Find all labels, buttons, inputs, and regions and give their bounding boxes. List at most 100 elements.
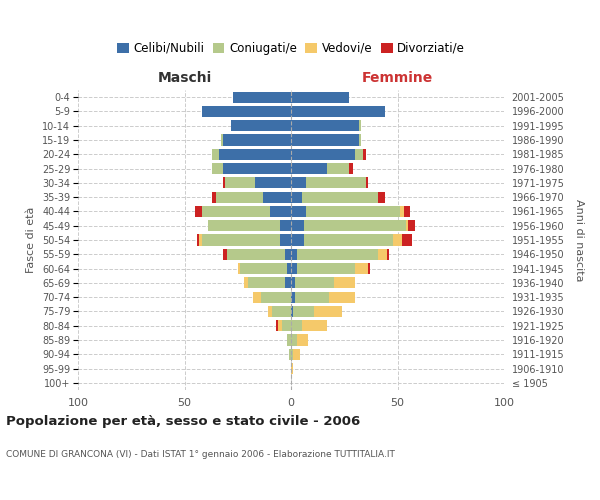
Bar (280, 220, 291, 232)
Bar (278, 320, 283, 332)
Bar (364, 148, 365, 160)
Bar (202, 106, 291, 117)
Bar (400, 206, 404, 217)
Bar (221, 134, 223, 145)
Bar (295, 278, 334, 288)
Bar (248, 278, 284, 288)
Bar (291, 234, 304, 246)
Bar (240, 263, 287, 274)
Bar (289, 348, 291, 360)
Bar (218, 148, 291, 160)
Bar (298, 334, 308, 345)
Bar (223, 248, 227, 260)
Bar (244, 278, 248, 288)
Bar (408, 220, 415, 232)
Bar (268, 306, 272, 317)
Bar (291, 206, 306, 217)
Bar (393, 234, 402, 246)
Bar (291, 192, 302, 202)
Bar (291, 278, 295, 288)
Bar (298, 263, 355, 274)
Bar (212, 148, 218, 160)
Bar (195, 206, 202, 217)
Bar (291, 178, 306, 188)
Bar (270, 206, 291, 217)
Bar (291, 220, 304, 232)
Bar (406, 220, 408, 232)
Bar (291, 106, 385, 117)
Bar (197, 234, 199, 246)
Bar (349, 163, 353, 174)
Bar (306, 178, 365, 188)
Bar (359, 120, 361, 132)
Bar (355, 263, 368, 274)
Bar (272, 306, 291, 317)
Bar (304, 220, 406, 232)
Bar (365, 178, 368, 188)
Text: Maschi: Maschi (157, 71, 212, 85)
Bar (208, 220, 280, 232)
Bar (304, 234, 393, 246)
Bar (287, 334, 291, 345)
Bar (238, 263, 240, 274)
Bar (202, 206, 270, 217)
Bar (298, 248, 379, 260)
Bar (212, 163, 223, 174)
Bar (379, 192, 385, 202)
Bar (329, 292, 355, 302)
Bar (223, 163, 291, 174)
Bar (291, 263, 298, 274)
Text: Femmine: Femmine (362, 71, 433, 85)
Bar (402, 234, 412, 246)
Bar (291, 134, 359, 145)
Bar (291, 292, 295, 302)
Bar (283, 320, 291, 332)
Legend: Celibi/Nubili, Coniugati/e, Vedovi/e, Divorziati/e: Celibi/Nubili, Coniugati/e, Vedovi/e, Di… (117, 42, 465, 55)
Bar (212, 192, 217, 202)
Bar (255, 178, 291, 188)
Bar (302, 320, 327, 332)
Bar (261, 292, 291, 302)
Bar (327, 163, 349, 174)
Bar (404, 206, 410, 217)
Bar (291, 148, 355, 160)
Bar (334, 278, 355, 288)
Text: Popolazione per età, sesso e stato civile - 2006: Popolazione per età, sesso e stato civil… (6, 415, 360, 428)
Bar (387, 248, 389, 260)
Bar (225, 178, 255, 188)
Bar (291, 163, 327, 174)
Bar (223, 134, 291, 145)
Bar (284, 278, 291, 288)
Bar (223, 178, 225, 188)
Bar (355, 148, 364, 160)
Bar (263, 192, 291, 202)
Bar (284, 248, 291, 260)
Bar (291, 334, 298, 345)
Bar (276, 320, 278, 332)
Bar (295, 292, 329, 302)
Bar (293, 348, 299, 360)
Bar (291, 306, 293, 317)
Bar (306, 206, 400, 217)
Bar (379, 248, 387, 260)
Bar (291, 363, 293, 374)
Y-axis label: Anni di nascita: Anni di nascita (574, 198, 584, 281)
Bar (302, 192, 379, 202)
Bar (217, 192, 263, 202)
Bar (291, 320, 302, 332)
Bar (359, 134, 361, 145)
Bar (291, 348, 293, 360)
Bar (199, 234, 202, 246)
Text: COMUNE DI GRANCONA (VI) - Dati ISTAT 1° gennaio 2006 - Elaborazione TUTTITALIA.I: COMUNE DI GRANCONA (VI) - Dati ISTAT 1° … (6, 450, 395, 459)
Bar (314, 306, 342, 317)
Bar (202, 234, 280, 246)
Bar (232, 120, 291, 132)
Bar (287, 263, 291, 274)
Bar (291, 120, 359, 132)
Bar (368, 263, 370, 274)
Bar (291, 92, 349, 102)
Bar (280, 234, 291, 246)
Bar (291, 248, 298, 260)
Bar (293, 306, 314, 317)
Y-axis label: Fasce di età: Fasce di età (26, 207, 37, 273)
